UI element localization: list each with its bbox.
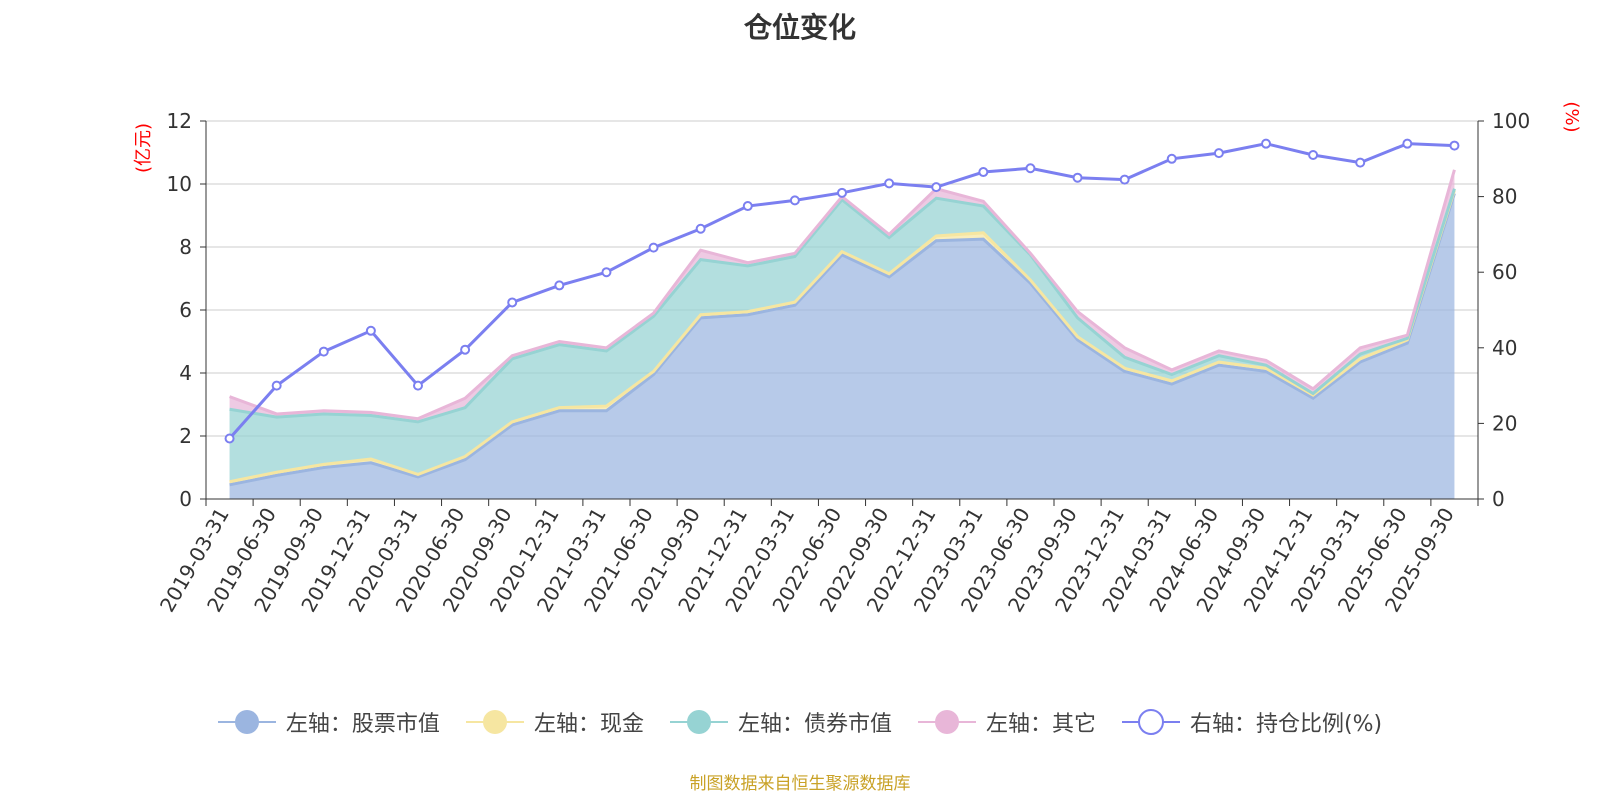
ratio-point	[884, 178, 895, 189]
left-axis-tick-label: 0	[179, 487, 192, 511]
ratio-point	[1025, 163, 1036, 174]
line-stock	[229, 192, 1456, 487]
left-axis-unit: (亿元)	[133, 123, 154, 173]
ratio-point	[1166, 153, 1177, 164]
ratio-point	[224, 433, 235, 444]
ratio-points	[224, 138, 1460, 444]
left-axis-tick-label: 8	[179, 235, 192, 259]
ratio-point	[460, 344, 471, 355]
legend-item-bond[interactable]: 左轴：债券市值	[669, 706, 892, 738]
legend-label-stock: 左轴：股票市值	[285, 712, 440, 737]
left-axis-tick-label: 12	[167, 109, 192, 133]
ratio-point	[318, 346, 329, 357]
legend-other-icon	[917, 710, 976, 734]
ratio-point	[742, 201, 753, 212]
legend-item-stock[interactable]: 左轴：股票市值	[217, 706, 440, 738]
ratio-point	[365, 325, 376, 336]
legend-item-cash[interactable]: 左轴：现金	[465, 706, 644, 738]
legend-bond-icon	[669, 710, 728, 734]
right-axis-tick-label: 60	[1492, 260, 1517, 284]
left-axis-tick-label: 10	[167, 172, 192, 196]
ratio-point	[1355, 157, 1366, 168]
ratio-point	[931, 182, 942, 193]
right-axis-tick-label: 80	[1492, 185, 1517, 209]
area-bond	[229, 188, 1455, 482]
ratio-point	[1402, 138, 1413, 149]
legend-label-bond: 左轴：债券市值	[737, 712, 892, 737]
legend-cash-icon	[465, 710, 524, 734]
left-axis-tick-label: 2	[179, 424, 192, 448]
legend-ratio-icon	[1121, 709, 1180, 735]
ratio-point	[1072, 172, 1083, 183]
legend-item-ratio[interactable]: 右轴：持仓比例(%)	[1121, 706, 1383, 738]
line-cash	[229, 189, 1456, 484]
right-axis-tick-label: 0	[1492, 487, 1505, 511]
legend-item-other[interactable]: 左轴：其它	[917, 706, 1096, 738]
chart-plot: 0246810120204060801002019-03-312019-06-3…	[133, 101, 1582, 616]
right-axis-tick-label: 100	[1492, 109, 1530, 133]
ratio-point	[1308, 150, 1319, 161]
ratio-point	[601, 267, 612, 278]
ratio-point	[1449, 140, 1460, 151]
left-axis-tick-label: 6	[179, 298, 192, 322]
ratio-point	[271, 380, 282, 391]
ratio-point	[648, 242, 659, 253]
ratio-point	[978, 167, 989, 178]
legend-stock-icon	[217, 710, 276, 734]
ratio-point	[413, 380, 423, 391]
ratio-point	[507, 297, 518, 308]
ratio-point	[789, 195, 800, 206]
ratio-point	[695, 223, 706, 234]
legend-label-other: 左轴：其它	[985, 712, 1096, 737]
area-stock	[229, 193, 1455, 499]
ratio-point	[837, 187, 847, 198]
ratio-point	[554, 280, 565, 291]
ratio-point	[1119, 174, 1130, 185]
left-axis-tick-label: 4	[179, 361, 192, 385]
chart-title: 仓位变化	[743, 11, 856, 44]
right-axis-tick-label: 20	[1492, 411, 1517, 435]
legend-label-cash: 左轴：现金	[533, 712, 644, 737]
stacked-areas	[229, 169, 1455, 499]
ratio-point	[1261, 138, 1271, 149]
data-source-note: 制图数据来自恒生聚源数据库	[689, 774, 911, 794]
legend: 左轴：股票市值 左轴：现金 左轴：债券市值 左轴：其它 右轴：持仓比例(%)	[0, 706, 1600, 738]
right-axis-tick-label: 40	[1492, 336, 1517, 360]
ratio-point	[1213, 148, 1224, 159]
line-bond	[229, 188, 1456, 424]
right-axis-unit: (%)	[1561, 101, 1582, 132]
legend-label-ratio: 右轴：持仓比例(%)	[1189, 712, 1383, 737]
